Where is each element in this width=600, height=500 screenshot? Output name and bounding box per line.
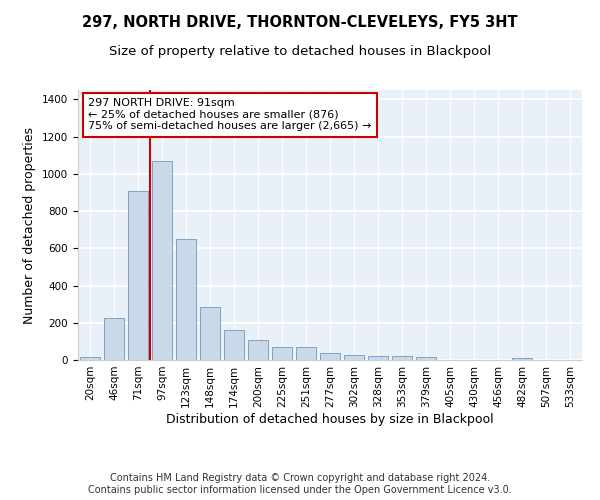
Bar: [392, 356, 412, 360]
Bar: [368, 356, 388, 360]
Bar: [344, 355, 364, 360]
Bar: [152, 161, 172, 360]
Bar: [224, 330, 244, 360]
Bar: [272, 347, 292, 360]
Text: Contains HM Land Registry data © Crown copyright and database right 2024.
Contai: Contains HM Land Registry data © Crown c…: [88, 474, 512, 495]
Bar: [320, 353, 340, 360]
Bar: [128, 190, 148, 360]
Bar: [248, 340, 268, 360]
Bar: [416, 357, 436, 360]
Bar: [296, 347, 316, 360]
Text: Size of property relative to detached houses in Blackpool: Size of property relative to detached ho…: [109, 45, 491, 58]
Bar: [80, 356, 100, 360]
Bar: [512, 358, 532, 360]
Text: 297 NORTH DRIVE: 91sqm
← 25% of detached houses are smaller (876)
75% of semi-de: 297 NORTH DRIVE: 91sqm ← 25% of detached…: [88, 98, 371, 132]
Y-axis label: Number of detached properties: Number of detached properties: [23, 126, 37, 324]
Bar: [200, 307, 220, 360]
X-axis label: Distribution of detached houses by size in Blackpool: Distribution of detached houses by size …: [166, 412, 494, 426]
Bar: [104, 318, 124, 360]
Text: 297, NORTH DRIVE, THORNTON-CLEVELEYS, FY5 3HT: 297, NORTH DRIVE, THORNTON-CLEVELEYS, FY…: [82, 15, 518, 30]
Bar: [176, 239, 196, 360]
